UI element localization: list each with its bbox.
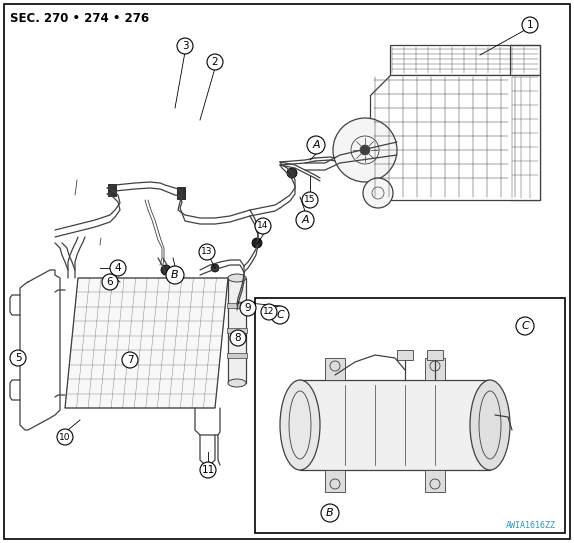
Text: SEC. 270 • 274 • 276: SEC. 270 • 274 • 276 bbox=[10, 12, 149, 25]
Bar bbox=[427, 350, 443, 360]
Bar bbox=[227, 328, 247, 333]
Bar bbox=[325, 358, 345, 380]
Text: 10: 10 bbox=[59, 433, 71, 441]
Text: 13: 13 bbox=[201, 248, 213, 256]
Bar bbox=[227, 353, 247, 358]
Circle shape bbox=[207, 54, 223, 70]
Text: A: A bbox=[301, 215, 309, 225]
Text: 3: 3 bbox=[182, 41, 188, 51]
Circle shape bbox=[307, 136, 325, 154]
Circle shape bbox=[161, 265, 171, 275]
Text: 5: 5 bbox=[15, 353, 21, 363]
Circle shape bbox=[110, 260, 126, 276]
Circle shape bbox=[363, 178, 393, 208]
Circle shape bbox=[10, 350, 26, 366]
Circle shape bbox=[199, 244, 215, 260]
Bar bbox=[397, 350, 413, 360]
Circle shape bbox=[102, 274, 118, 290]
Circle shape bbox=[302, 192, 318, 208]
Text: C: C bbox=[276, 310, 284, 320]
Text: 8: 8 bbox=[235, 333, 241, 343]
Bar bbox=[228, 278, 246, 383]
Text: 2: 2 bbox=[212, 57, 218, 67]
Text: C: C bbox=[521, 321, 529, 331]
Circle shape bbox=[522, 17, 538, 33]
Circle shape bbox=[230, 330, 246, 346]
Text: A: A bbox=[312, 140, 320, 150]
Ellipse shape bbox=[228, 274, 246, 282]
Bar bbox=[177, 187, 185, 199]
Circle shape bbox=[333, 118, 397, 182]
Text: 12: 12 bbox=[263, 307, 275, 317]
Ellipse shape bbox=[470, 380, 510, 470]
Ellipse shape bbox=[228, 379, 246, 387]
Text: AWIA1616ZZ: AWIA1616ZZ bbox=[506, 521, 556, 530]
Bar bbox=[425, 358, 445, 380]
Text: 4: 4 bbox=[115, 263, 121, 273]
Polygon shape bbox=[65, 278, 228, 408]
Circle shape bbox=[240, 300, 256, 316]
Circle shape bbox=[57, 429, 73, 445]
Text: 15: 15 bbox=[304, 195, 316, 205]
Text: 7: 7 bbox=[127, 355, 133, 365]
Circle shape bbox=[255, 218, 271, 234]
Circle shape bbox=[321, 504, 339, 522]
Circle shape bbox=[122, 352, 138, 368]
Circle shape bbox=[252, 238, 262, 248]
Bar bbox=[300, 380, 490, 470]
Bar bbox=[325, 470, 345, 492]
Circle shape bbox=[271, 306, 289, 324]
Text: 9: 9 bbox=[245, 303, 251, 313]
Circle shape bbox=[287, 168, 297, 178]
Text: 1: 1 bbox=[527, 20, 533, 30]
Circle shape bbox=[211, 264, 219, 272]
Text: 14: 14 bbox=[257, 222, 269, 230]
Circle shape bbox=[360, 145, 370, 155]
Text: 11: 11 bbox=[201, 465, 215, 475]
Circle shape bbox=[261, 304, 277, 320]
Circle shape bbox=[177, 38, 193, 54]
Text: 6: 6 bbox=[107, 277, 113, 287]
Text: B: B bbox=[326, 508, 334, 518]
Bar bbox=[227, 303, 247, 308]
Text: B: B bbox=[171, 270, 179, 280]
Circle shape bbox=[166, 266, 184, 284]
Ellipse shape bbox=[280, 380, 320, 470]
Bar bbox=[108, 184, 116, 196]
Polygon shape bbox=[370, 75, 540, 200]
Circle shape bbox=[296, 211, 314, 229]
Circle shape bbox=[516, 317, 534, 335]
Bar bbox=[255, 298, 565, 533]
Bar bbox=[425, 470, 445, 492]
Circle shape bbox=[200, 462, 216, 478]
